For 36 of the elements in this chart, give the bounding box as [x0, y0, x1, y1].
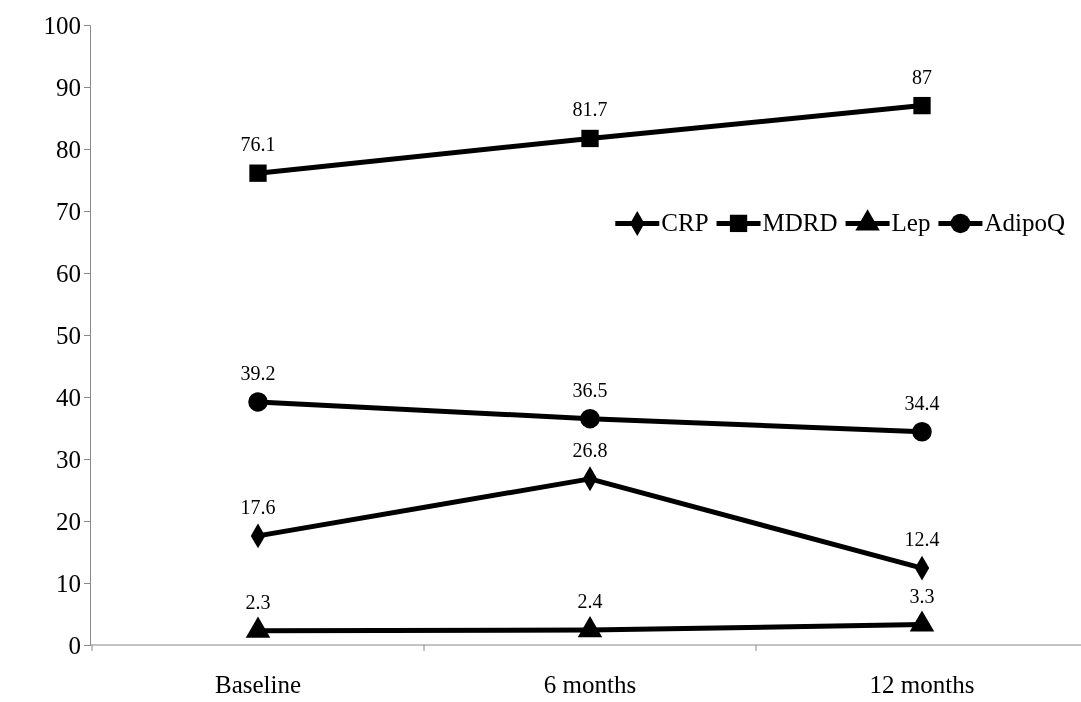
y-tick-label: 50: [56, 321, 81, 349]
legend-label: Lep: [891, 209, 931, 237]
point: [580, 408, 600, 429]
y-tick-label: 100: [43, 11, 81, 39]
legend-label: MDRD: [762, 209, 838, 237]
data-label: 87: [912, 65, 932, 88]
point: [581, 129, 599, 148]
data-label: 36.5: [572, 378, 608, 401]
data-label: 12.4: [904, 528, 940, 551]
data-label: 34.4: [904, 391, 940, 414]
data-label: 17.6: [240, 495, 276, 518]
y-tick-label: 80: [56, 135, 81, 163]
point: [248, 392, 268, 412]
data-label: 26.8: [572, 438, 608, 461]
point: [249, 164, 267, 182]
x-tick-label: 6 months: [543, 671, 637, 698]
data-label: 2.4: [577, 590, 603, 613]
legend-label: AdipoQ: [984, 209, 1065, 237]
y-tick-label: 0: [68, 631, 81, 659]
y-tick-label: 90: [56, 73, 81, 101]
data-label: 3.3: [909, 584, 935, 607]
point: [912, 421, 932, 442]
data-label: 76.1: [240, 133, 276, 156]
y-tick-label: 30: [56, 445, 81, 473]
legend-label: CRP: [661, 209, 709, 237]
y-tick-label: 10: [56, 569, 81, 597]
y-tick-label: 60: [56, 259, 81, 287]
y-tick-label: 40: [56, 383, 81, 411]
x-tick-label: Baseline: [214, 671, 302, 698]
data-label: 81.7: [572, 98, 608, 121]
data-label: 2.3: [245, 590, 271, 613]
x-tick-label: 12 months: [869, 671, 975, 698]
y-tick-label: 20: [56, 507, 81, 535]
point: [913, 96, 931, 115]
data-label: 39.2: [240, 361, 276, 384]
y-tick-label: 70: [56, 197, 81, 225]
